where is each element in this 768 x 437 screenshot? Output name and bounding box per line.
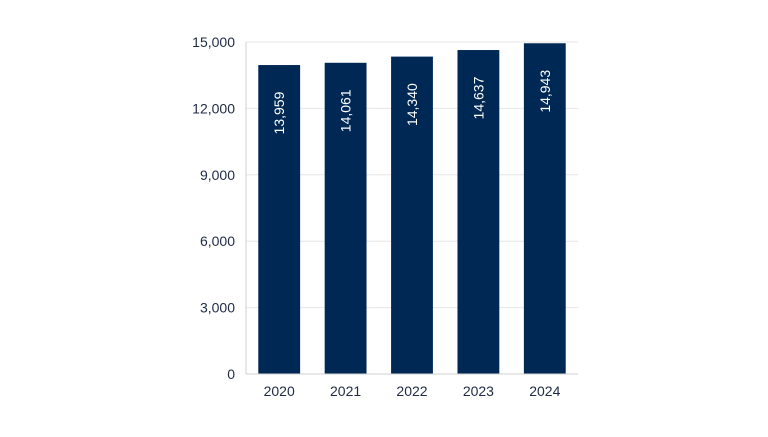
x-tick-label: 2023 xyxy=(463,383,494,399)
x-tick-label: 2024 xyxy=(529,383,560,399)
y-tick-label: 15,000 xyxy=(192,34,235,50)
y-tick-label: 3,000 xyxy=(200,300,235,316)
bar-value-label: 14,943 xyxy=(537,70,553,113)
y-tick-label: 9,000 xyxy=(200,167,235,183)
bar-2022 xyxy=(391,56,433,374)
y-tick-label: 12,000 xyxy=(192,100,235,116)
y-axis-tick-labels: 0 3,000 6,000 9,000 12,000 15,000 xyxy=(192,34,235,382)
x-tick-label: 2022 xyxy=(396,383,427,399)
axes xyxy=(245,42,578,375)
bar-2020 xyxy=(258,65,301,374)
y-tick-label: 6,000 xyxy=(200,233,235,249)
bar-2024 xyxy=(523,43,566,375)
bar-2021 xyxy=(324,62,367,374)
bar-value-label: 13,959 xyxy=(271,91,287,134)
bar-2023 xyxy=(457,50,500,375)
x-tick-label: 2021 xyxy=(330,383,361,399)
bar-value-label: 14,637 xyxy=(470,76,486,119)
x-axis-tick-labels: 2020 2021 2022 2023 2024 xyxy=(264,383,561,399)
y-tick-label: 0 xyxy=(227,366,235,382)
x-tick-label: 2020 xyxy=(264,383,295,399)
bars: 13,959 14,061 14,340 14,637 14,943 xyxy=(258,43,566,375)
bar-value-label: 14,061 xyxy=(338,89,354,132)
bar-value-label: 14,340 xyxy=(404,83,420,126)
